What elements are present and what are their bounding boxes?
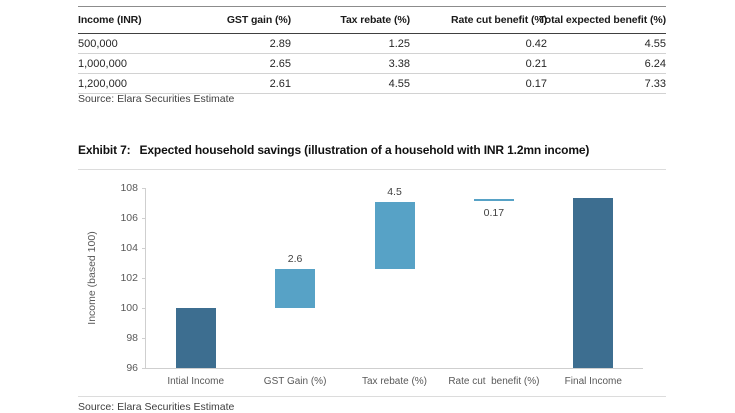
y-tick-mark bbox=[142, 308, 146, 309]
waterfall-bar bbox=[473, 198, 514, 202]
waterfall-bar bbox=[374, 201, 415, 269]
x-category-label: Final Income bbox=[564, 376, 622, 387]
y-tick-mark bbox=[142, 248, 146, 249]
x-category-label: Tax rebate (%) bbox=[361, 376, 428, 387]
table-cell: 4.55 bbox=[291, 73, 410, 94]
income-benefit-table: Income (INR) GST gain (%) Tax rebate (%) Ra… bbox=[78, 6, 666, 94]
y-tick-label: 96 bbox=[126, 362, 138, 374]
table-cell: 2.61 bbox=[218, 73, 291, 94]
table-cell: 2.65 bbox=[218, 53, 291, 74]
table-cell: 0.17 bbox=[410, 73, 547, 94]
y-tick-label: 106 bbox=[120, 212, 138, 224]
waterfall-bar bbox=[275, 269, 316, 308]
table-cell: 1.25 bbox=[291, 33, 410, 54]
table-cell: 1,200,000 bbox=[78, 73, 218, 94]
table-row: 1,200,000 2.61 4.55 0.17 7.33 bbox=[78, 73, 666, 94]
table-cell: 500,000 bbox=[78, 33, 218, 54]
table-row: 500,000 2.89 1.25 0.42 4.55 bbox=[78, 33, 666, 54]
column-header: GST gain (%) bbox=[218, 6, 291, 34]
y-tick-label: 102 bbox=[120, 272, 138, 284]
waterfall-bar bbox=[573, 198, 614, 368]
chart-source: Source: Elara Securities Estimate bbox=[78, 401, 235, 413]
y-axis-title: Income (based 100) bbox=[86, 231, 98, 325]
column-header-label: Rate cut benefit (%) bbox=[450, 14, 547, 26]
exhibit-title: Exhibit 7: Expected household savings (il… bbox=[78, 143, 589, 157]
table-cell: 4.55 bbox=[547, 33, 666, 54]
column-header: Total expected benefit (%) bbox=[539, 6, 666, 34]
x-category-label: Intial Income bbox=[167, 376, 225, 387]
table-header-row: Income (INR) GST gain (%) Tax rebate (%) Ra… bbox=[78, 6, 666, 34]
exhibit-number: Exhibit 7: bbox=[78, 143, 131, 157]
bar-value-label: 2.6 bbox=[287, 253, 303, 265]
y-tick-mark bbox=[142, 218, 146, 219]
bar-value-label: 4.5 bbox=[387, 185, 402, 198]
title-divider bbox=[78, 169, 666, 170]
bar-value-label: 0.17 bbox=[483, 206, 505, 219]
column-header: Tax rebate (%) bbox=[291, 6, 410, 34]
y-tick-label: 98 bbox=[126, 332, 138, 344]
table-cell: 7.33 bbox=[547, 73, 666, 94]
y-tick-label: 100 bbox=[120, 302, 138, 314]
waterfall-chart: 96 98 100 102 104 106 108 Intial Income 2.6 GST G… bbox=[120, 182, 643, 387]
table-row: 1,000,000 2.65 3.38 0.21 6.24 bbox=[78, 53, 666, 74]
table-cell: 0.42 bbox=[410, 33, 547, 54]
column-header-label: Total expected benefit (%) bbox=[539, 14, 666, 26]
y-tick-mark bbox=[142, 278, 146, 279]
column-header-label: Income (INR) bbox=[78, 14, 142, 26]
waterfall-bar bbox=[175, 308, 216, 368]
x-category-label: Rate cut benefit (%) bbox=[448, 376, 540, 387]
column-header-label: GST gain (%) bbox=[226, 14, 291, 26]
table-cell: 1,000,000 bbox=[78, 53, 218, 74]
table-cell: 3.38 bbox=[291, 53, 410, 74]
table-source: Source: Elara Securities Estimate bbox=[78, 93, 235, 105]
bottom-divider bbox=[78, 396, 666, 397]
y-tick-mark bbox=[142, 368, 146, 369]
table-cell: 6.24 bbox=[547, 53, 666, 74]
x-category-label: GST Gain (%) bbox=[263, 376, 327, 387]
table-cell: 2.89 bbox=[218, 33, 291, 54]
y-tick-label: 104 bbox=[120, 242, 138, 254]
y-tick-label: 108 bbox=[120, 182, 138, 194]
column-header: Income (INR) bbox=[78, 6, 218, 34]
table-cell: 0.21 bbox=[410, 53, 547, 74]
y-tick-mark bbox=[142, 188, 146, 189]
column-header-label: Tax rebate (%) bbox=[340, 14, 410, 26]
column-header: Rate cut benefit (%) bbox=[410, 6, 547, 34]
table-body: 500,000 2.89 1.25 0.42 4.55 1,000,000 2.65 3.38… bbox=[78, 33, 666, 94]
y-tick-mark bbox=[142, 338, 146, 339]
exhibit-text: Expected household savings (illustration… bbox=[139, 143, 590, 157]
